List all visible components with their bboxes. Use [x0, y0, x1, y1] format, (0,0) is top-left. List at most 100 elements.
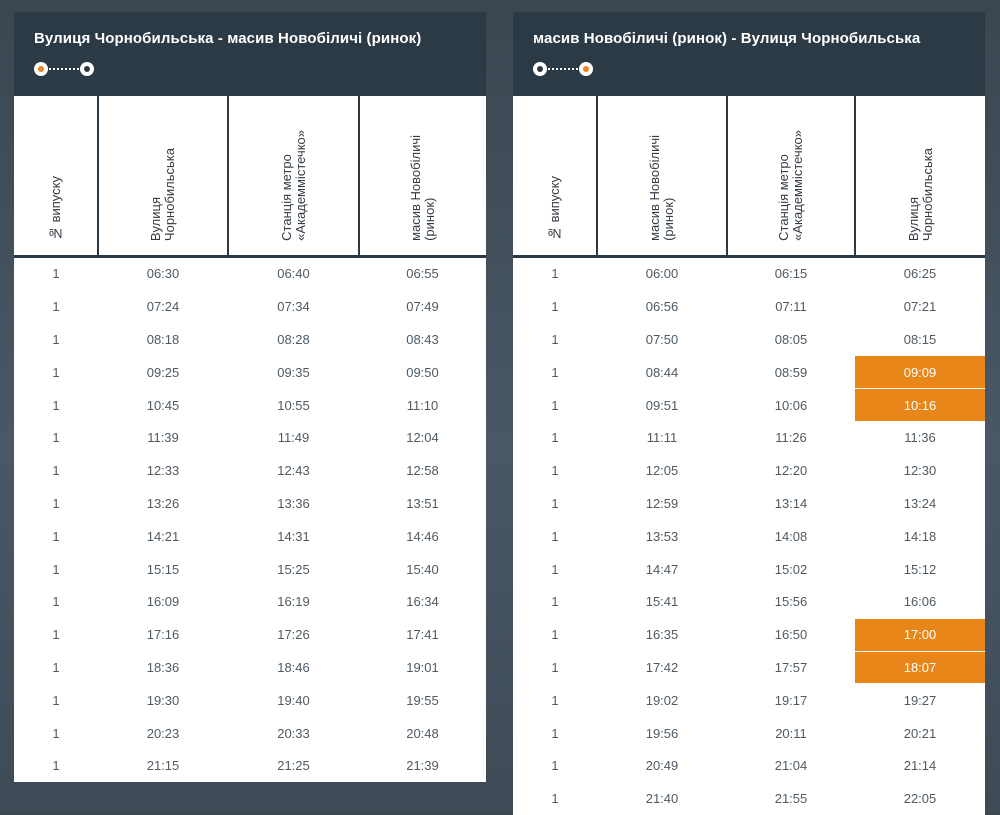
- dotted-line-icon: [548, 68, 578, 70]
- time-cell: 11:39: [98, 420, 228, 455]
- time-cell: 09:50: [359, 355, 486, 389]
- release-number-cell: 1: [513, 355, 597, 389]
- table-row: 1 14:47 15:02 15:12: [513, 552, 985, 586]
- table-row: 1 11:39 11:49 12:04: [14, 420, 486, 455]
- release-number-cell: 1: [14, 355, 98, 389]
- time-cell: 12:30: [855, 453, 985, 488]
- time-cell: 09:25: [98, 355, 228, 389]
- time-cell: 11:10: [359, 388, 486, 422]
- time-cell: 06:25: [855, 256, 985, 291]
- time-cell: 13:14: [727, 486, 855, 520]
- release-number-cell: 1: [14, 289, 98, 324]
- time-cell: 21:14: [855, 748, 985, 783]
- time-cell: 14:47: [597, 552, 727, 586]
- panel-header: масив Новобіличі (ринок) - Вулиця Чорноб…: [513, 12, 985, 96]
- time-cell: 11:11: [597, 420, 727, 455]
- time-cell: 21:40: [597, 781, 727, 815]
- time-cell: 21:39: [359, 748, 486, 782]
- time-cell: 06:55: [359, 256, 486, 291]
- time-cell: 07:49: [359, 289, 486, 324]
- time-cell: 19:02: [597, 683, 727, 717]
- table-row: 1 16:09 16:19 16:34: [14, 584, 486, 619]
- release-number-cell: 1: [14, 748, 98, 782]
- release-number-cell: 1: [513, 289, 597, 324]
- time-cell: 20:48: [359, 716, 486, 750]
- time-cell: 14:46: [359, 519, 486, 553]
- time-cell: 15:25: [228, 552, 359, 586]
- time-cell: 07:11: [727, 289, 855, 324]
- time-cell: 21:15: [98, 748, 228, 782]
- time-cell: 16:50: [727, 617, 855, 652]
- time-cell: 18:36: [98, 650, 228, 684]
- column-header-stop-2: Станція метро «Академмістечко»: [227, 96, 359, 258]
- release-number-cell: 1: [513, 453, 597, 488]
- time-cell: 17:00: [855, 617, 985, 652]
- time-cell: 12:58: [359, 453, 486, 488]
- time-cell: 17:26: [228, 617, 359, 652]
- time-cell: 20:11: [727, 716, 855, 750]
- table-row: 1 21:15 21:25 21:39: [14, 748, 486, 782]
- route-title: Вулиця Чорнобильська - масив Новобіличі …: [34, 30, 422, 47]
- schedule-body: 1 06:00 06:15 06:25 1 06:56 07:11 07:21 1 07:50 08…: [513, 256, 985, 815]
- time-cell: 19:55: [359, 683, 486, 717]
- time-cell: 12:04: [359, 420, 486, 455]
- start-stop-icon: [533, 62, 547, 76]
- table-row: 1 20:49 21:04 21:14: [513, 748, 985, 783]
- time-cell: 22:05: [855, 781, 985, 815]
- schedule-table: № випуску Вулиця Чорнобильська Станція м…: [14, 96, 486, 782]
- time-cell: 19:56: [597, 716, 727, 750]
- table-row: 1 16:35 16:50 17:00: [513, 617, 985, 652]
- time-cell: 19:01: [359, 650, 486, 684]
- release-number-cell: 1: [14, 617, 98, 652]
- release-number-cell: 1: [513, 748, 597, 783]
- time-cell: 11:49: [228, 420, 359, 455]
- table-row: 1 07:24 07:34 07:49: [14, 289, 486, 324]
- time-cell: 08:18: [98, 322, 228, 356]
- release-number-cell: 1: [14, 716, 98, 750]
- time-cell: 21:04: [727, 748, 855, 783]
- time-cell: 07:21: [855, 289, 985, 324]
- schedule-panel-return: масив Новобіличі (ринок) - Вулиця Чорноб…: [513, 12, 985, 815]
- time-cell: 07:24: [98, 289, 228, 324]
- release-number-cell: 1: [14, 584, 98, 619]
- table-row: 1 14:21 14:31 14:46: [14, 519, 486, 553]
- time-cell: 15:56: [727, 584, 855, 619]
- release-number-cell: 1: [14, 552, 98, 586]
- time-cell: 19:27: [855, 683, 985, 717]
- time-cell: 20:33: [228, 716, 359, 750]
- route-title: масив Новобіличі (ринок) - Вулиця Чорноб…: [533, 30, 921, 47]
- time-cell: 21:25: [228, 748, 359, 782]
- table-row: 1 08:18 08:28 08:43: [14, 322, 486, 356]
- time-cell: 20:21: [855, 716, 985, 750]
- time-cell: 14:08: [727, 519, 855, 553]
- time-cell: 06:56: [597, 289, 727, 324]
- table-row: 1 07:50 08:05 08:15: [513, 322, 985, 356]
- time-cell: 16:09: [98, 584, 228, 619]
- table-row: 1 12:33 12:43 12:58: [14, 453, 486, 488]
- column-header-stop-2: Станція метро «Академмістечко»: [726, 96, 855, 258]
- time-cell: 13:51: [359, 486, 486, 520]
- release-number-cell: 1: [513, 716, 597, 750]
- time-cell: 15:41: [597, 584, 727, 619]
- time-cell: 13:36: [228, 486, 359, 520]
- table-header-row: № випуску Вулиця Чорнобильська Станція м…: [14, 96, 486, 258]
- time-cell: 10:55: [228, 388, 359, 422]
- time-cell: 18:46: [228, 650, 359, 684]
- table-row: 1 13:53 14:08 14:18: [513, 519, 985, 553]
- column-header-release: № випуску: [14, 96, 98, 258]
- time-cell: 12:20: [727, 453, 855, 488]
- table-row: 1 15:41 15:56 16:06: [513, 584, 985, 619]
- column-header-stop-3: масив Новобіличі (ринок): [358, 96, 486, 258]
- column-header-stop-3: Вулиця Чорнобильська: [854, 96, 985, 258]
- time-cell: 19:17: [727, 683, 855, 717]
- column-header-stop-1: масив Новобіличі (ринок): [596, 96, 727, 258]
- schedule-body: 1 06:30 06:40 06:55 1 07:24 07:34 07:49 1 08:18 08…: [14, 256, 486, 782]
- time-cell: 06:30: [98, 256, 228, 291]
- time-cell: 12:33: [98, 453, 228, 488]
- time-cell: 10:06: [727, 388, 855, 422]
- release-number-cell: 1: [14, 650, 98, 684]
- end-stop-icon: [579, 62, 593, 76]
- schedule-panel-forward: Вулиця Чорнобильська - масив Новобіличі …: [14, 12, 486, 782]
- table-row: 1 12:59 13:14 13:24: [513, 486, 985, 520]
- time-cell: 06:40: [228, 256, 359, 291]
